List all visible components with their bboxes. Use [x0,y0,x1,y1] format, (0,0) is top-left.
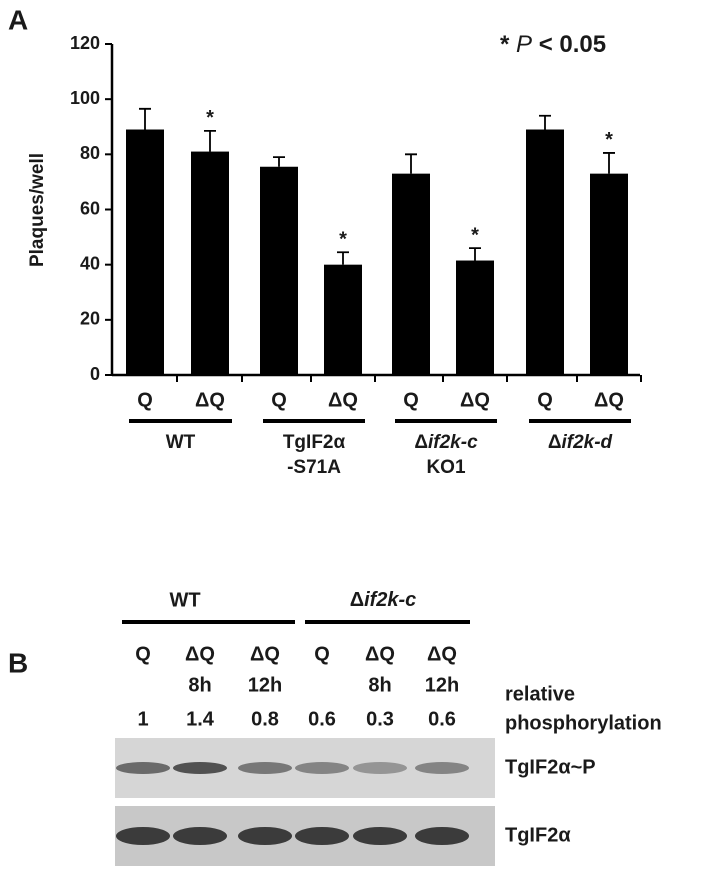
x-tick-label: Q [537,389,553,411]
bar [590,173,628,375]
group-label: Δif2k-c [414,432,478,453]
significance-mark: * [339,229,347,251]
error-bar [337,251,349,265]
band [238,762,292,774]
error-bar [204,129,216,152]
bar [126,129,164,375]
x-tick-label: ΔQ [594,389,624,411]
blot-label: TgIF2α [505,824,571,846]
relative-label: phosphorylation [505,712,662,734]
significance-mark: * [471,224,479,246]
error-bar [405,153,417,174]
band [173,762,227,774]
x-tick-label: ΔQ [195,389,225,411]
group-label: KO1 [426,457,466,478]
group-label: TgIF2α [283,432,346,453]
y-tick-label: 0 [90,364,100,384]
relative-label: relative [505,683,575,705]
band [173,827,227,845]
y-tick-label: 120 [70,33,100,53]
band [353,827,407,845]
lane-treatment: ΔQ [250,643,280,665]
note: * P < 0.05 [500,31,606,58]
y-tick-label: 60 [80,198,100,218]
error-bar [539,114,551,130]
error-bar [139,107,151,130]
relative-value: 0.8 [251,708,279,730]
band [238,827,292,845]
bar [324,264,362,375]
relative-value: 0.6 [308,708,336,730]
x-tick-label: ΔQ [460,389,490,411]
error-bar [469,247,481,261]
x-tick-label: Q [403,389,419,411]
relative-value: 0.3 [366,708,394,730]
y-tick-label: 20 [80,309,100,329]
lane-time: 12h [425,674,459,696]
lane-time: 8h [188,674,211,696]
band [116,827,170,845]
band [295,827,349,845]
y-tick-label: 80 [80,143,100,163]
bar [191,151,229,375]
panel-label: A [8,4,28,35]
group-label: Δif2k-c [350,589,417,611]
lane-treatment: Q [314,643,330,665]
lane-treatment: ΔQ [427,643,457,665]
blot-label: TgIF2α~P [505,756,596,778]
error-bar [273,156,285,167]
group-label: Δif2k-d [548,432,613,453]
significance-mark: * [605,129,613,151]
x-tick-label: Q [137,389,153,411]
significance-mark: * [206,107,214,129]
lane-treatment: ΔQ [185,643,215,665]
band [415,762,469,774]
bar [456,260,494,375]
group-label: -S71A [287,457,341,478]
y-tick-label: 40 [80,253,100,273]
relative-value: 0.6 [428,708,456,730]
relative-value: 1.4 [186,708,215,730]
bar [526,129,564,375]
x-tick-label: Q [271,389,287,411]
y-tick-label: 100 [70,88,100,108]
group-label: WT [169,589,200,611]
lane-treatment: ΔQ [365,643,395,665]
band [353,762,407,774]
panel-label: B [8,647,28,678]
lane-time: 8h [368,674,391,696]
bar [260,166,298,375]
lane-time: 12h [248,674,282,696]
band [116,762,170,774]
y-axis-label: Plaques/well [27,153,48,267]
relative-value: 1 [137,708,148,730]
x-tick-label: ΔQ [328,389,358,411]
band [415,827,469,845]
lane-treatment: Q [135,643,151,665]
band [295,762,349,774]
group-label: WT [166,432,196,453]
bar [392,173,430,375]
error-bar [603,152,615,174]
